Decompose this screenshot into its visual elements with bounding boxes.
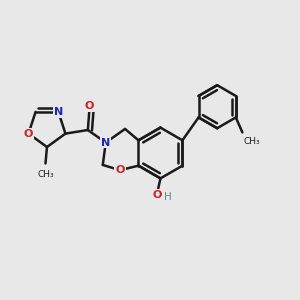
- Text: N: N: [54, 107, 63, 117]
- Text: O: O: [85, 101, 94, 111]
- Text: O: O: [152, 190, 162, 200]
- Text: O: O: [115, 165, 124, 175]
- Text: H: H: [164, 192, 172, 202]
- Text: N: N: [101, 138, 110, 148]
- Text: O: O: [24, 129, 33, 139]
- Text: CH₃: CH₃: [243, 137, 260, 146]
- Text: CH₃: CH₃: [37, 170, 54, 179]
